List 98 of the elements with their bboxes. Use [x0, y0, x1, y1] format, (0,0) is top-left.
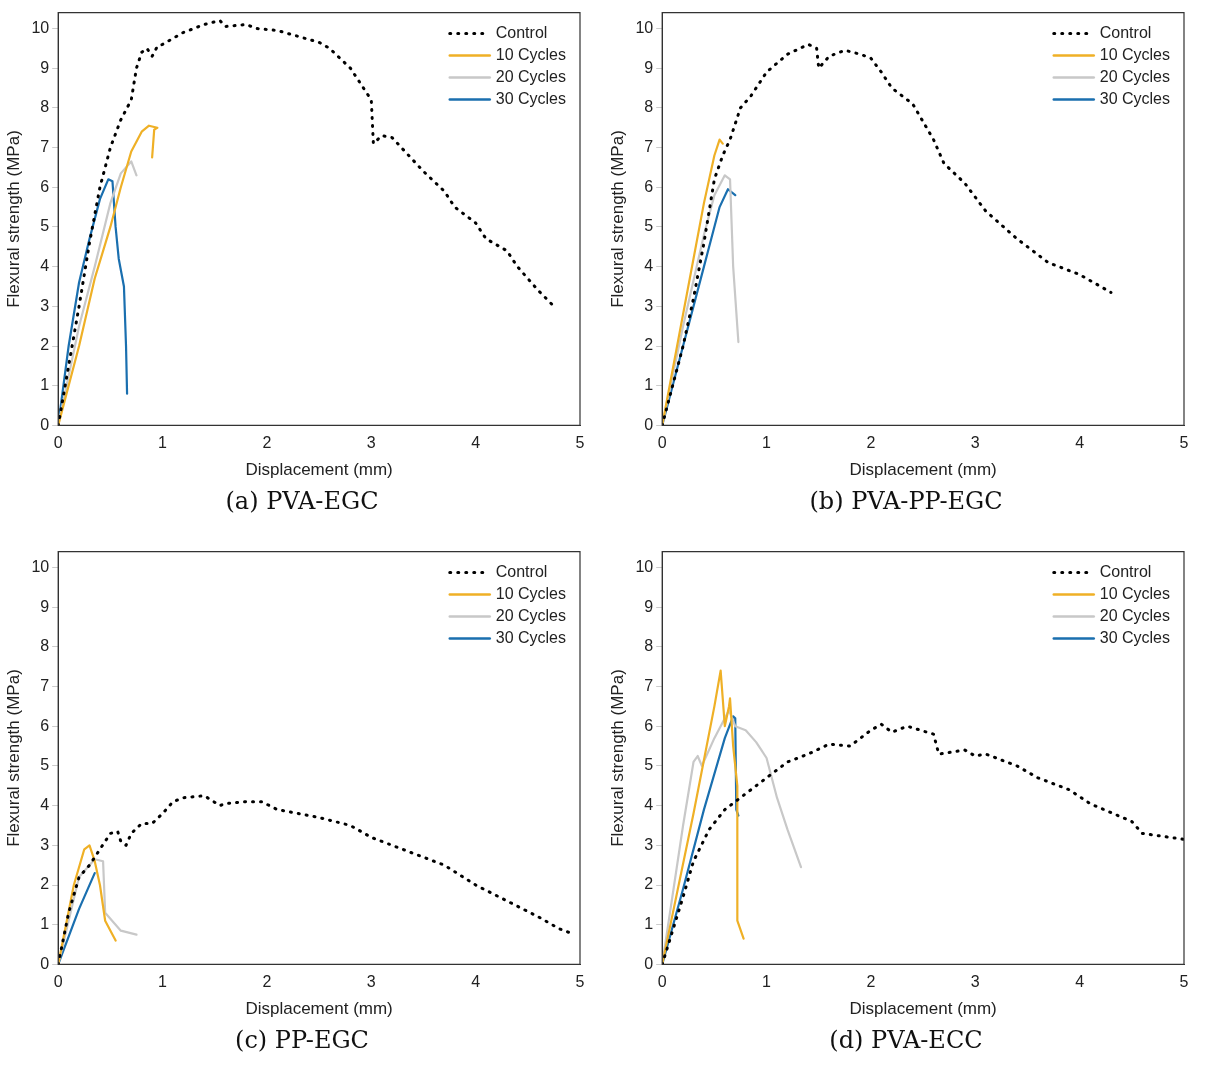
y-tick-label: 0 — [40, 954, 50, 972]
x-tick-label: 0 — [657, 434, 667, 452]
y-tick-label: 4 — [40, 257, 50, 275]
x-tick-label: 4 — [471, 973, 481, 991]
y-tick-label: 9 — [40, 597, 50, 615]
legend-label: 20 Cycles — [495, 68, 566, 86]
x-axis-title: Displacement (mm) — [245, 999, 393, 1019]
y-tick-label: 6 — [644, 177, 654, 195]
text: (b) PVA-PP-EGC — [808, 487, 1004, 515]
y-tick-label: 1 — [40, 915, 50, 933]
legend-label: 30 Cycles — [495, 90, 566, 108]
x-tick-label: 1 — [762, 434, 772, 452]
x-tick-label: 5 — [1179, 434, 1189, 452]
x-tick-label: 1 — [762, 973, 772, 991]
y-tick-label: 6 — [644, 716, 654, 734]
line-series — [58, 794, 572, 965]
y-axis-title: Flexural strength (MPa) — [607, 669, 627, 847]
y-tick-label: 0 — [644, 954, 654, 972]
x-axis-title: Displacement (mm) — [849, 460, 997, 480]
x-tick-label: 0 — [53, 973, 63, 991]
y-tick-label: 5 — [644, 217, 654, 235]
x-tick-label: 2 — [866, 973, 876, 991]
line-series — [662, 722, 1184, 965]
y-tick-label: 5 — [40, 217, 50, 235]
x-tick-label: 3 — [366, 434, 376, 452]
y-tick-label: 4 — [644, 796, 654, 814]
y-tick-label: 8 — [40, 637, 50, 655]
legend-label: 10 Cycles — [1099, 46, 1170, 64]
y-tick-label: 10 — [31, 18, 50, 36]
y-tick-label: 9 — [644, 597, 654, 615]
y-axis-title: Flexural strength (MPa) — [3, 130, 23, 308]
y-tick-label: 7 — [40, 676, 50, 694]
y-tick-label: 1 — [40, 376, 50, 394]
y-tick-label: 3 — [40, 835, 50, 853]
y-tick-label: 1 — [644, 915, 654, 933]
y-tick-label: 0 — [644, 415, 654, 433]
legend-label: Control — [1099, 24, 1152, 42]
x-tick-label: 5 — [1179, 973, 1189, 991]
y-tick-label: 5 — [644, 756, 654, 774]
x-tick-label: 2 — [262, 973, 272, 991]
x-tick-label: 1 — [158, 973, 168, 991]
x-tick-label: 5 — [575, 973, 585, 991]
y-tick-label: 7 — [644, 137, 654, 155]
legend-label: 30 Cycles — [1099, 629, 1170, 647]
x-tick-label: 3 — [366, 973, 376, 991]
y-tick-label: 4 — [644, 257, 654, 275]
y-axis-title: Flexural strength (MPa) — [607, 130, 627, 308]
y-tick-label: 8 — [40, 98, 50, 116]
y-tick-label: 5 — [40, 756, 50, 774]
y-tick-label: 3 — [644, 296, 654, 314]
y-tick-label: 2 — [644, 875, 654, 893]
legend-label: 10 Cycles — [1099, 585, 1170, 603]
text: (a) PVA-EGC — [224, 487, 380, 515]
legend-label: 20 Cycles — [495, 607, 566, 625]
y-tick-label: 10 — [31, 557, 50, 575]
x-tick-label: 3 — [970, 434, 980, 452]
y-tick-label: 10 — [635, 557, 654, 575]
y-tick-label: 8 — [644, 98, 654, 116]
x-tick-label: 3 — [970, 973, 980, 991]
y-tick-label: 9 — [40, 58, 50, 76]
x-tick-label: 2 — [866, 434, 876, 452]
x-axis-title: Displacement (mm) — [245, 460, 393, 480]
y-tick-label: 3 — [644, 835, 654, 853]
legend-label: 10 Cycles — [495, 585, 566, 603]
legend-label: 10 Cycles — [495, 46, 566, 64]
y-tick-label: 3 — [40, 296, 50, 314]
x-tick-label: 0 — [657, 973, 667, 991]
y-tick-label: 0 — [40, 415, 50, 433]
y-tick-label: 7 — [40, 137, 50, 155]
legend-label: 30 Cycles — [1099, 90, 1170, 108]
y-tick-label: 10 — [635, 18, 654, 36]
x-axis-title: Displacement (mm) — [849, 999, 997, 1019]
y-tick-label: 8 — [644, 637, 654, 655]
y-tick-label: 4 — [40, 796, 50, 814]
x-tick-label: 0 — [53, 434, 63, 452]
y-tick-label: 2 — [40, 336, 50, 354]
x-tick-label: 5 — [575, 434, 585, 452]
legend-label: Control — [1099, 563, 1152, 581]
y-tick-label: 2 — [40, 875, 50, 893]
y-tick-label: 7 — [644, 676, 654, 694]
legend-label: Control — [495, 24, 548, 42]
x-tick-label: 1 — [158, 434, 168, 452]
text: (d) PVA-ECC — [828, 1026, 984, 1054]
y-axis-title: Flexural strength (MPa) — [3, 669, 23, 847]
x-tick-label: 2 — [262, 434, 272, 452]
legend-label: 20 Cycles — [1099, 68, 1170, 86]
legend-label: Control — [495, 563, 548, 581]
x-tick-label: 4 — [471, 434, 481, 452]
y-tick-label: 6 — [40, 177, 50, 195]
y-tick-label: 9 — [644, 58, 654, 76]
y-tick-label: 6 — [40, 716, 50, 734]
legend-label: 20 Cycles — [1099, 607, 1170, 625]
y-tick-label: 1 — [644, 376, 654, 394]
text: (c) PP-EGC — [234, 1026, 370, 1054]
x-tick-label: 4 — [1075, 973, 1085, 991]
y-tick-label: 2 — [644, 336, 654, 354]
legend-label: 30 Cycles — [495, 629, 566, 647]
x-tick-label: 4 — [1075, 434, 1085, 452]
